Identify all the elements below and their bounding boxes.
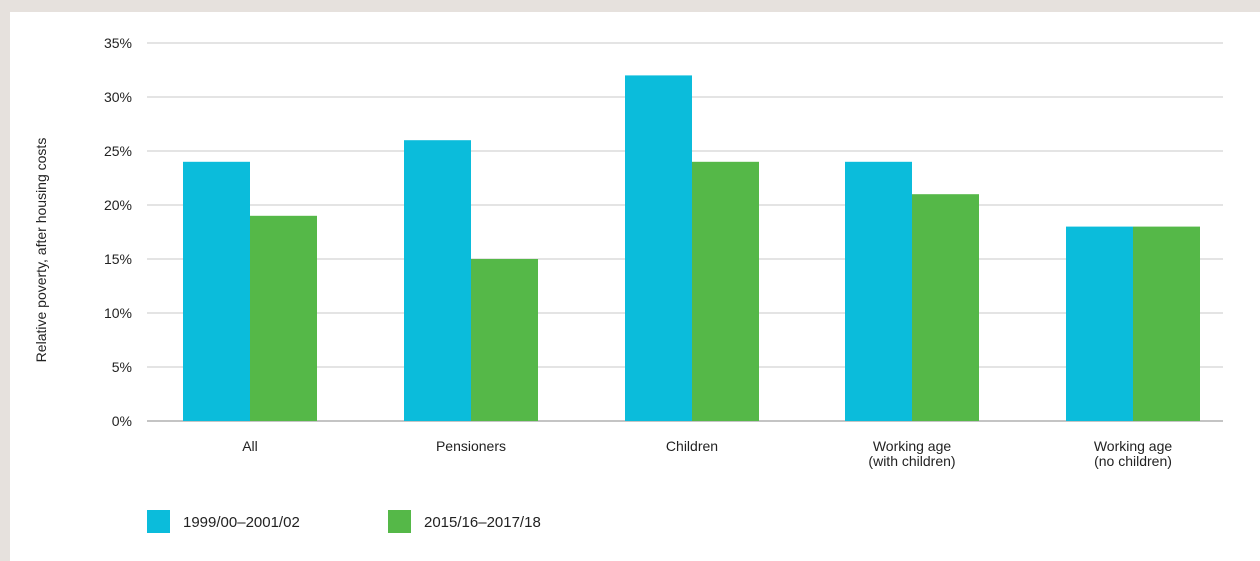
bar-chart: 0% 5% 10% 15% 20% 25% 30% 35% Relative poverty,… [33, 35, 1223, 533]
x-category-label: Working age (no children) [1094, 438, 1173, 469]
bar [404, 140, 471, 421]
y-axis-ticks: 0% 5% 10% 15% 20% 25% 30% 35% [104, 35, 132, 429]
bar [1066, 226, 1133, 421]
chart-panel: 0% 5% 10% 15% 20% 25% 30% 35% Relative poverty,… [10, 12, 1260, 561]
x-category-label: Working age (with children) [868, 438, 955, 469]
y-tick-label: 30% [104, 89, 132, 105]
bar [845, 161, 912, 422]
x-category-label: Children [666, 438, 718, 454]
bar [692, 161, 759, 422]
bar [625, 75, 692, 422]
bar [250, 215, 317, 421]
legend-label: 1999/00–2001/02 [183, 514, 300, 531]
y-tick-label: 10% [104, 305, 132, 321]
y-tick-label: 0% [112, 413, 132, 429]
x-category-label: Pensioners [436, 438, 506, 454]
y-axis-label: Relative poverty, after housing costs [33, 138, 49, 363]
bar [471, 259, 538, 421]
legend: 1999/00–2001/02 2015/16–2017/18 [147, 510, 541, 533]
y-tick-label: 35% [104, 35, 132, 51]
y-tick-label: 15% [104, 251, 132, 267]
bars [183, 75, 1200, 422]
x-axis-categories: All Pensioners Children Working age (with ch… [242, 438, 1172, 469]
bar [912, 194, 979, 421]
y-tick-label: 20% [104, 197, 132, 213]
x-category-label: All [242, 438, 258, 454]
y-tick-label: 25% [104, 143, 132, 159]
legend-label: 2015/16–2017/18 [424, 514, 541, 531]
bar [1133, 226, 1200, 421]
legend-swatch [388, 510, 411, 533]
legend-swatch [147, 510, 170, 533]
bar [183, 161, 250, 422]
y-tick-label: 5% [112, 359, 132, 375]
